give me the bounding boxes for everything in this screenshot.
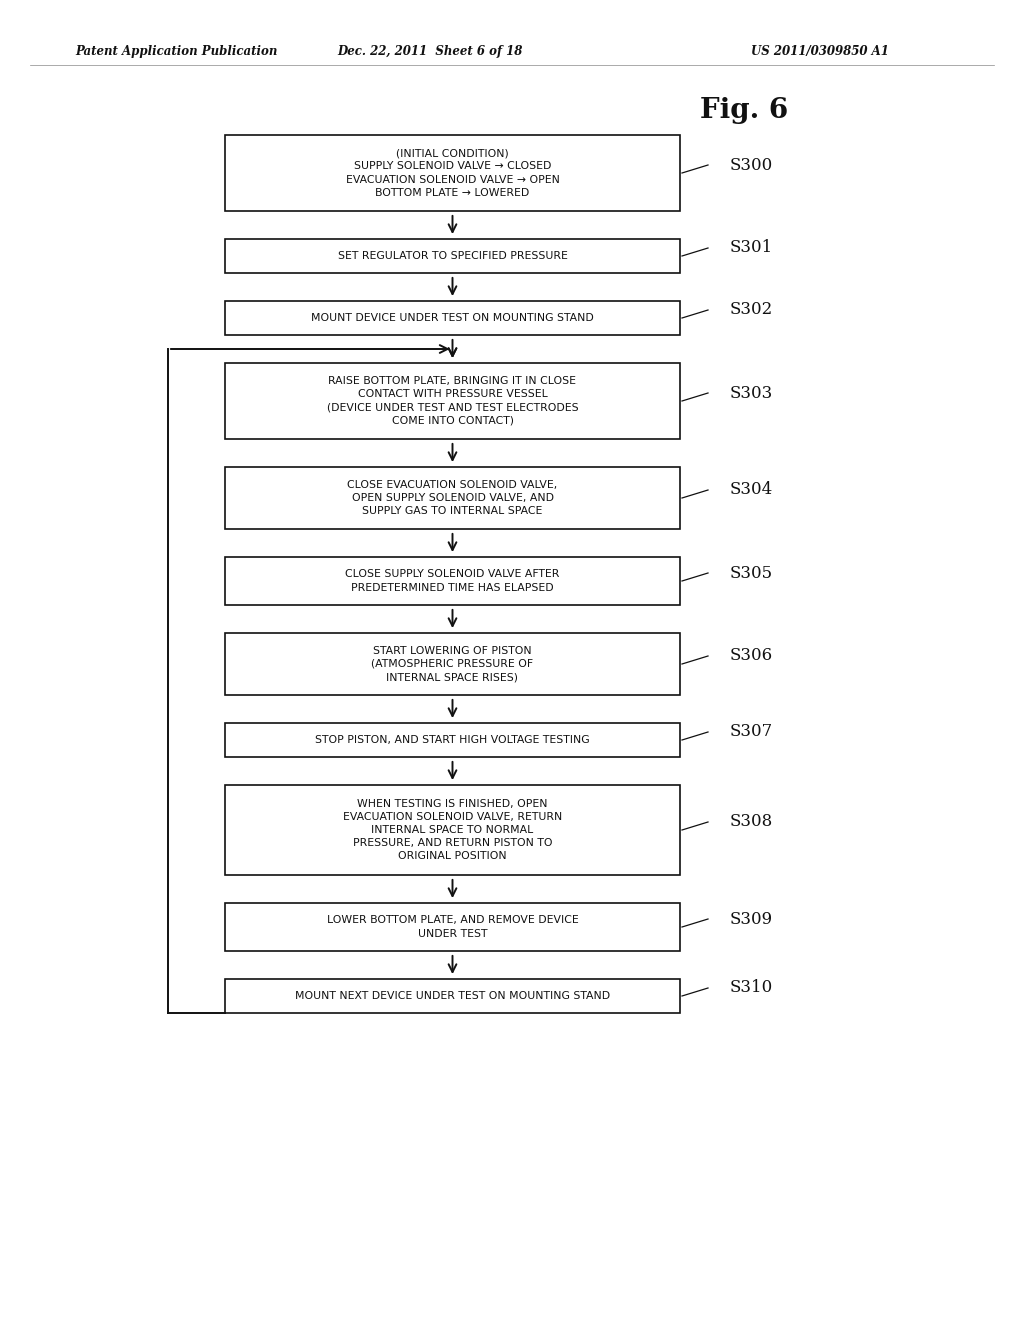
- Text: STOP PISTON, AND START HIGH VOLTAGE TESTING: STOP PISTON, AND START HIGH VOLTAGE TEST…: [315, 735, 590, 744]
- Text: Dec. 22, 2011  Sheet 6 of 18: Dec. 22, 2011 Sheet 6 of 18: [337, 45, 522, 58]
- Text: MOUNT NEXT DEVICE UNDER TEST ON MOUNTING STAND: MOUNT NEXT DEVICE UNDER TEST ON MOUNTING…: [295, 991, 610, 1001]
- Text: LOWER BOTTOM PLATE, AND REMOVE DEVICE
UNDER TEST: LOWER BOTTOM PLATE, AND REMOVE DEVICE UN…: [327, 915, 579, 939]
- Bar: [225, 557, 680, 605]
- Bar: [225, 979, 680, 1012]
- Text: S310: S310: [730, 979, 773, 997]
- Text: CLOSE EVACUATION SOLENOID VALVE,
OPEN SUPPLY SOLENOID VALVE, AND
SUPPLY GAS TO I: CLOSE EVACUATION SOLENOID VALVE, OPEN SU…: [347, 479, 558, 516]
- Text: (INITIAL CONDITION)
SUPPLY SOLENOID VALVE → CLOSED
EVACUATION SOLENOID VALVE → O: (INITIAL CONDITION) SUPPLY SOLENOID VALV…: [345, 148, 559, 198]
- Text: WHEN TESTING IS FINISHED, OPEN
EVACUATION SOLENOID VALVE, RETURN
INTERNAL SPACE : WHEN TESTING IS FINISHED, OPEN EVACUATIO…: [343, 799, 562, 862]
- Text: CLOSE SUPPLY SOLENOID VALVE AFTER
PREDETERMINED TIME HAS ELAPSED: CLOSE SUPPLY SOLENOID VALVE AFTER PREDET…: [345, 569, 560, 593]
- Bar: [225, 903, 680, 950]
- Text: S306: S306: [730, 648, 773, 664]
- Bar: [225, 634, 680, 696]
- Bar: [225, 301, 680, 335]
- Bar: [225, 239, 680, 273]
- Bar: [225, 467, 680, 529]
- Text: RAISE BOTTOM PLATE, BRINGING IT IN CLOSE
CONTACT WITH PRESSURE VESSEL
(DEVICE UN: RAISE BOTTOM PLATE, BRINGING IT IN CLOSE…: [327, 376, 579, 426]
- Text: S308: S308: [730, 813, 773, 830]
- Text: Patent Application Publication: Patent Application Publication: [75, 45, 278, 58]
- Text: S309: S309: [730, 911, 773, 928]
- Text: Fig. 6: Fig. 6: [700, 96, 788, 124]
- Text: S305: S305: [730, 565, 773, 582]
- Text: S307: S307: [730, 723, 773, 741]
- Text: S300: S300: [730, 157, 773, 173]
- Bar: [225, 723, 680, 756]
- Text: START LOWERING OF PISTON
(ATMOSPHERIC PRESSURE OF
INTERNAL SPACE RISES): START LOWERING OF PISTON (ATMOSPHERIC PR…: [372, 645, 534, 682]
- Text: S302: S302: [730, 301, 773, 318]
- Bar: [225, 135, 680, 211]
- Text: S301: S301: [730, 239, 773, 256]
- Bar: [225, 363, 680, 440]
- Text: US 2011/0309850 A1: US 2011/0309850 A1: [751, 45, 889, 58]
- Text: S303: S303: [730, 384, 773, 401]
- Bar: [225, 785, 680, 875]
- Text: MOUNT DEVICE UNDER TEST ON MOUNTING STAND: MOUNT DEVICE UNDER TEST ON MOUNTING STAN…: [311, 313, 594, 323]
- Text: S304: S304: [730, 482, 773, 499]
- Text: SET REGULATOR TO SPECIFIED PRESSURE: SET REGULATOR TO SPECIFIED PRESSURE: [338, 251, 567, 261]
